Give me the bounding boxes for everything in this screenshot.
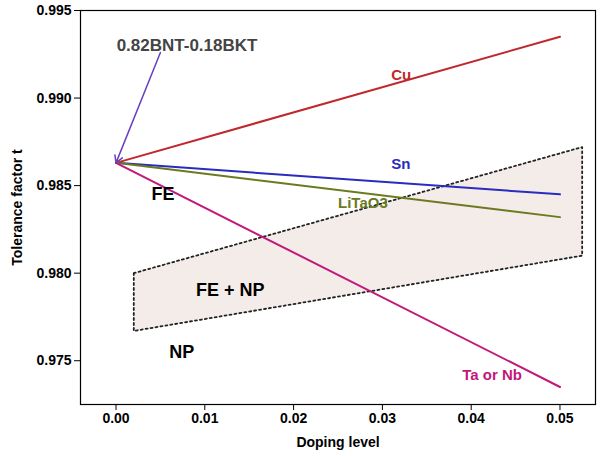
svg-text:0.990: 0.990: [36, 90, 71, 106]
svg-text:0.82BNT-0.18BKT: 0.82BNT-0.18BKT: [117, 36, 258, 55]
svg-text:0.00: 0.00: [102, 410, 129, 426]
svg-text:Doping level: Doping level: [296, 434, 379, 450]
svg-text:Cu: Cu: [391, 66, 411, 83]
svg-text:NP: NP: [169, 342, 194, 362]
svg-text:Ta or Nb: Ta or Nb: [462, 366, 522, 383]
svg-text:FE + NP: FE + NP: [196, 280, 265, 300]
svg-text:0.980: 0.980: [36, 265, 71, 281]
svg-text:0.01: 0.01: [191, 410, 218, 426]
svg-text:0.985: 0.985: [36, 177, 71, 193]
svg-text:0.975: 0.975: [36, 352, 71, 368]
svg-text:0.995: 0.995: [36, 2, 71, 18]
svg-text:Tolerance factor t: Tolerance factor t: [9, 149, 25, 266]
svg-text:Sn: Sn: [391, 155, 410, 172]
svg-text:0.04: 0.04: [458, 410, 485, 426]
svg-text:FE: FE: [152, 184, 175, 204]
svg-text:0.03: 0.03: [369, 410, 396, 426]
svg-text:0.02: 0.02: [280, 410, 307, 426]
svg-text:LiTaO3: LiTaO3: [338, 194, 388, 211]
svg-text:0.05: 0.05: [546, 410, 573, 426]
